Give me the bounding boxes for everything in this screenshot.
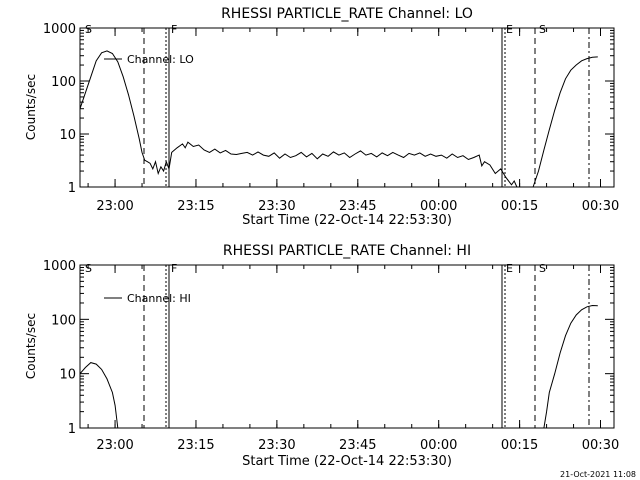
panel-lo-series [79,50,598,188]
panel-lo-xtick-label: 23:00 [96,199,133,214]
panel-hi-flag-label: S [539,262,546,275]
panel-hi-ytick-label: 1000 [43,259,76,274]
panel-hi-title: RHESSI PARTICLE_RATE Channel: HI [223,243,471,259]
panel-lo-flag-label: E [506,23,513,36]
panel-lo-flag-label: F [171,23,177,36]
panel-lo-series-0 [79,50,518,188]
panel-lo-xtick-label: 00:30 [582,199,619,214]
panel-lo-xtick-label: 23:15 [177,199,214,214]
panel-hi-xtick-label: 23:45 [339,438,376,453]
panel-lo-xtick-label: 00:00 [420,199,457,214]
panel-hi-ytick-label: 10 [59,368,76,383]
panel-hi-series-1 [543,304,598,429]
panel-lo-ylabel: Counts/sec [24,74,38,140]
panel-hi-axes: 23:00 23:15 23:30 23:45 00:00 00:15 00:30 1 10 10… [43,259,619,453]
panel-hi-legend-label: Channel: HI [127,292,191,305]
panel-lo-title: RHESSI PARTICLE_RATE Channel: LO [221,6,473,22]
panel-lo-frame [79,27,615,188]
panel-lo-ytick-label: 1 [68,181,76,196]
panel-hi-flag-label: E [506,262,513,275]
panel-lo-axes: 23:00 23:15 23:30 23:45 00:00 00:15 00:30 1 10 10… [43,22,619,214]
panel-lo-flag-label: S [539,23,546,36]
panel-lo-xtick-label: 23:30 [258,199,295,214]
panel-hi-flag-label: F [171,262,177,275]
panel-hi-series-0 [79,362,119,429]
panel-hi-flag-label: S [85,262,92,275]
panel-hi-xtick-label: 00:00 [420,438,457,453]
panel-hi: RHESSI PARTICLE_RATE Channel: HI 23:00 23… [24,243,619,469]
panel-lo: RHESSI PARTICLE_RATE Channel: LO 23:00 23… [24,6,619,228]
panel-lo-ytick-label: 10 [59,128,76,143]
panel-hi-xtick-label: 23:15 [177,438,214,453]
panel-lo-ytick-label: 1000 [43,22,76,37]
panel-hi-ytick-label: 100 [51,313,76,328]
panel-hi-xtick-label: 23:00 [96,438,133,453]
panel-hi-xtick-label: 00:15 [501,438,538,453]
panel-hi-ytick-label: 1 [68,422,76,437]
panel-lo-xlabel: Start Time (22-Oct-14 22:53:30) [242,213,452,228]
panel-lo-xtick-label: 00:15 [501,199,538,214]
panel-hi-xlabel: Start Time (22-Oct-14 22:53:30) [242,454,452,469]
panel-hi-series [79,304,598,429]
panel-hi-xtick-label: 23:30 [258,438,295,453]
panel-hi-xtick-label: 00:30 [582,438,619,453]
panel-hi-frame [79,264,615,429]
panel-hi-ylabel: Counts/sec [24,313,38,379]
timestamp: 21-Oct-2021 11:08 [560,470,636,479]
panel-lo-legend-label: Channel: LO [127,53,194,66]
panel-lo-flag-label: S [85,23,92,36]
panel-lo-ytick-label: 100 [51,75,76,90]
panel-lo-series-1 [532,56,598,188]
panel-lo-xtick-label: 23:45 [339,199,376,214]
